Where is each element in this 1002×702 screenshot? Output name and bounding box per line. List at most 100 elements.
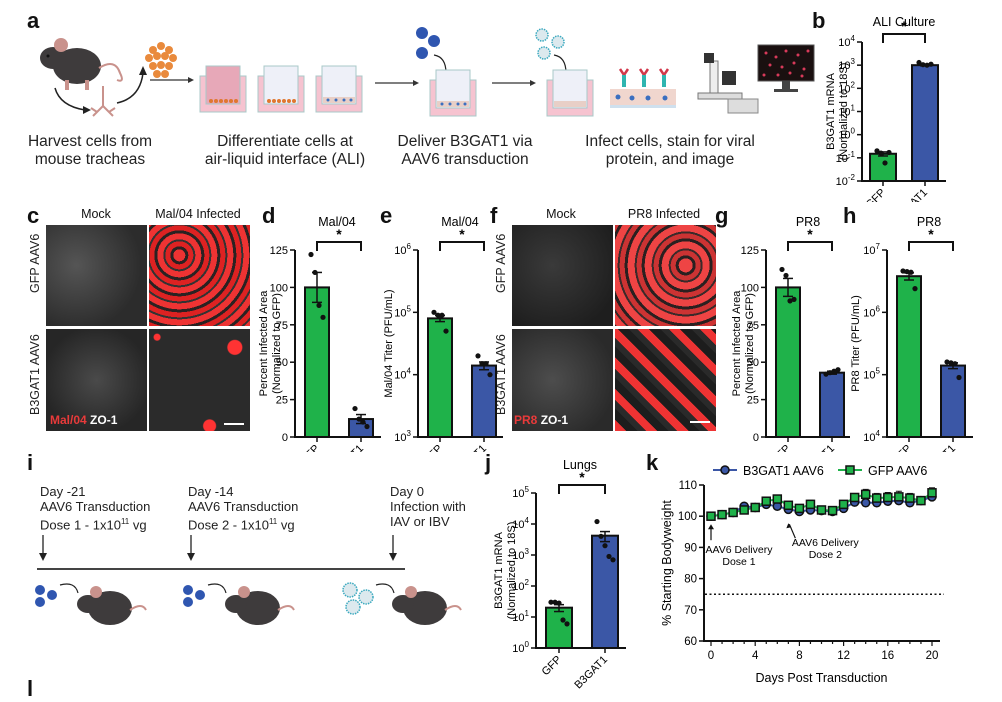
scale-bar — [690, 421, 710, 423]
data-point — [564, 621, 570, 627]
micrograph-infected-gfp — [614, 224, 717, 327]
transwell-icon — [199, 65, 247, 113]
curved-arrow-icon — [59, 583, 395, 594]
data-point — [882, 160, 888, 166]
bar-b3gat1 — [819, 371, 845, 438]
micrograph-mock-gfp — [511, 224, 614, 327]
data-point — [475, 353, 481, 359]
y-tick-label: 104 — [838, 34, 855, 49]
panel-label-j: j — [485, 450, 492, 475]
scale-bar — [224, 423, 244, 425]
trachea-icon — [90, 86, 116, 117]
dose-unit: vg — [129, 517, 147, 533]
timepoint-dose: Dose 2 - 1x10 — [188, 517, 269, 533]
data-point — [838, 499, 849, 510]
significance-bracket — [439, 241, 485, 251]
significance-bracket — [908, 241, 954, 251]
bar-gfp — [869, 152, 897, 183]
infect-stain-image-illustration — [535, 28, 815, 117]
x-tick-label: 20 — [926, 650, 939, 662]
y-axis-label: PR8 Titer (PFU/mL) — [850, 295, 862, 392]
stain-marker-label: ZO-1 — [90, 413, 118, 427]
data-point — [900, 268, 906, 274]
caption-line: Deliver B3GAT1 via — [397, 133, 533, 150]
chart-k: % Starting Bodyweight 60 70 80 90 100 110 0 4 8 12… — [660, 464, 944, 685]
mouse-harvest-illustration — [40, 38, 177, 117]
data-point — [483, 361, 489, 367]
panel-label-b: b — [812, 8, 826, 33]
y-tick-label: 10-2 — [836, 173, 856, 188]
y-tick-label: 104 — [394, 367, 411, 382]
x-tick-label: GFP — [298, 443, 322, 452]
monitor-icon — [757, 44, 815, 92]
x-tick-label: 16 — [881, 650, 894, 662]
data-point — [831, 368, 837, 374]
data-point — [312, 269, 318, 276]
antibody-stain-icon — [610, 68, 676, 108]
panel-label-c: c — [27, 203, 40, 228]
chart-h: PR8 PR8 Titer (PFU/mL) 104 105 106 107 GFP B3GA… — [850, 215, 973, 452]
stain-virus-label: Mal/04 — [50, 413, 87, 427]
chart-b: ALI Culture B3GAT1 mRNA (Normalized to 18S… — [825, 15, 946, 202]
x-tick-label: 8 — [796, 650, 802, 662]
y-tick-label: 75 — [747, 320, 759, 332]
curved-arrow-icon — [54, 87, 86, 111]
data-point — [783, 272, 789, 279]
x-tick-label: B3GAT1 — [920, 443, 958, 452]
x-tick-label: GFP — [421, 443, 445, 452]
y-tick-label: 104 — [512, 516, 529, 531]
data-point — [816, 505, 827, 515]
data-point — [956, 374, 962, 381]
y-tick-label: 100 — [678, 511, 697, 523]
y-tick-label: 110 — [679, 480, 697, 492]
data-point — [905, 493, 915, 503]
data-point — [860, 498, 871, 508]
annotation-arrowhead — [786, 523, 792, 529]
data-point — [783, 500, 794, 511]
significance-bracket — [316, 241, 362, 251]
significance-star: * — [807, 226, 813, 242]
data-point — [352, 405, 358, 412]
x-tick-label: GFP — [890, 443, 914, 452]
y-axis-label: B3GAT1 mRNA — [825, 72, 837, 149]
annotation-text: AAV6 Delivery — [706, 544, 774, 556]
legend-label: GFP AAV6 — [868, 464, 927, 478]
dose-exponent: 11 — [268, 517, 278, 526]
y-tick-label: 75 — [276, 320, 288, 332]
data-point — [602, 543, 608, 549]
caption-line: Differentiate cells at — [217, 133, 353, 150]
data-point — [552, 599, 558, 605]
data-point — [894, 492, 904, 502]
data-point — [904, 269, 910, 275]
data-point — [920, 62, 926, 68]
x-tick-label: B3GAT1 — [451, 443, 489, 452]
data-point — [364, 423, 370, 430]
data-point — [928, 61, 934, 67]
y-tick-label: 104 — [863, 429, 880, 444]
chart-title: Mal/04 — [318, 215, 356, 229]
panel-label-e: e — [380, 203, 393, 228]
y-tick-label: 60 — [684, 636, 697, 648]
dose-exponent: 11 — [120, 517, 130, 526]
aav-particle-icon — [35, 585, 57, 607]
y-axis-label: Percent Infected Area — [731, 290, 743, 397]
step-caption: Differentiate cells at air-liquid interfa… — [195, 133, 375, 169]
timepoint-dose: Dose 1 - 1x10 — [40, 517, 121, 533]
data-point — [805, 499, 816, 510]
significance-star: * — [928, 226, 934, 242]
y-axis-label: Mal/04 Titer (PFU/mL) — [383, 289, 395, 397]
y-tick-label: 106 — [863, 304, 880, 319]
y-tick-label: 25 — [276, 395, 288, 407]
timepoint-event: AAV6 Transduction — [40, 499, 151, 514]
data-point — [594, 518, 600, 525]
row-label: B3GAT1 AAV6 — [28, 334, 42, 415]
y-axis-label: (Normalized to 18S) — [506, 522, 518, 620]
y-tick-label: 0 — [753, 432, 759, 444]
data-point — [872, 493, 882, 503]
data-point — [431, 309, 437, 315]
panel-label-d: d — [262, 203, 276, 228]
bar-b3gat1 — [591, 534, 619, 649]
timepoint-event: AAV6 Transduction — [188, 499, 299, 514]
arrow-right-icon — [150, 77, 194, 83]
step-caption: Infect cells, stain for viral protein, an… — [575, 133, 765, 169]
